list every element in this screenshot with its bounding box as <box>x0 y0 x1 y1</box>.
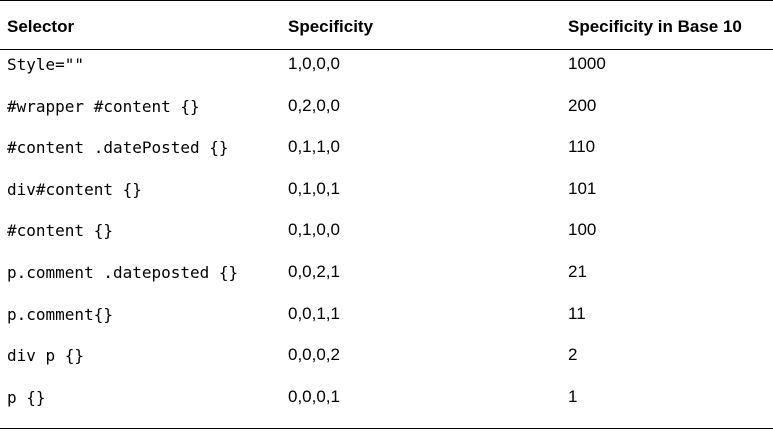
table-row: div#content {} 0,1,0,1 101 <box>0 175 773 217</box>
header-selector: Selector <box>7 17 75 36</box>
selector-cell: p {} <box>7 387 46 407</box>
selector-cell: #wrapper #content {} <box>7 96 200 116</box>
specificity-cell: 0,0,1,1 <box>288 303 340 323</box>
table-row: #content .datePosted {} 0,1,1,0 110 <box>0 133 773 175</box>
base10-cell: 11 <box>568 303 586 323</box>
header-base10: Specificity in Base 10 <box>568 17 742 36</box>
table-row: Style="" 1,0,0,0 1000 <box>0 50 773 92</box>
table-row: p.comment{} 0,0,1,1 11 <box>0 300 773 342</box>
table-row: p {} 0,0,0,1 1 <box>0 383 773 425</box>
table-row: div p {} 0,0,0,2 2 <box>0 341 773 383</box>
table-row: #content {} 0,1,0,0 100 <box>0 216 773 258</box>
base10-cell: 1 <box>568 386 578 406</box>
base10-cell: 101 <box>568 178 597 198</box>
base10-cell: 110 <box>568 137 596 157</box>
specificity-cell: 0,2,0,0 <box>288 95 340 115</box>
table-bottom-rule <box>0 428 773 429</box>
base10-cell: 21 <box>568 261 587 281</box>
base10-cell: 2 <box>568 345 578 365</box>
table-header: Selector Specificity Specificity in Base… <box>0 0 773 50</box>
specificity-cell: 1,0,0,0 <box>288 54 340 73</box>
selector-cell: div#content {} <box>7 179 142 199</box>
table-row: #wrapper #content {} 0,2,0,0 200 <box>0 92 773 134</box>
base10-cell: 100 <box>568 220 597 240</box>
specificity-cell: 0,0,2,1 <box>288 261 340 281</box>
specificity-cell: 0,1,1,0 <box>288 137 340 157</box>
selector-cell: p.comment{} <box>7 304 113 324</box>
specificity-cell: 0,0,0,1 <box>288 386 340 406</box>
specificity-cell: 0,0,0,2 <box>288 345 340 365</box>
specificity-table: Selector Specificity Specificity in Base… <box>0 0 773 424</box>
specificity-cell: 0,1,0,0 <box>288 220 340 240</box>
selector-cell: Style="" <box>7 55 85 74</box>
table-body: Style="" 1,0,0,0 1000 #wrapper #content … <box>0 50 773 424</box>
table-row: p.comment .dateposted {} 0,0,2,1 21 <box>0 258 773 300</box>
selector-cell: p.comment .dateposted {} <box>7 262 239 282</box>
selector-cell: #content .datePosted {} <box>7 138 229 158</box>
base10-cell: 1000 <box>568 54 606 73</box>
header-specificity: Specificity <box>288 17 374 36</box>
selector-cell: div p {} <box>7 346 85 366</box>
selector-cell: #content {} <box>7 221 113 241</box>
base10-cell: 200 <box>568 95 597 115</box>
specificity-cell: 0,1,0,1 <box>288 178 340 198</box>
